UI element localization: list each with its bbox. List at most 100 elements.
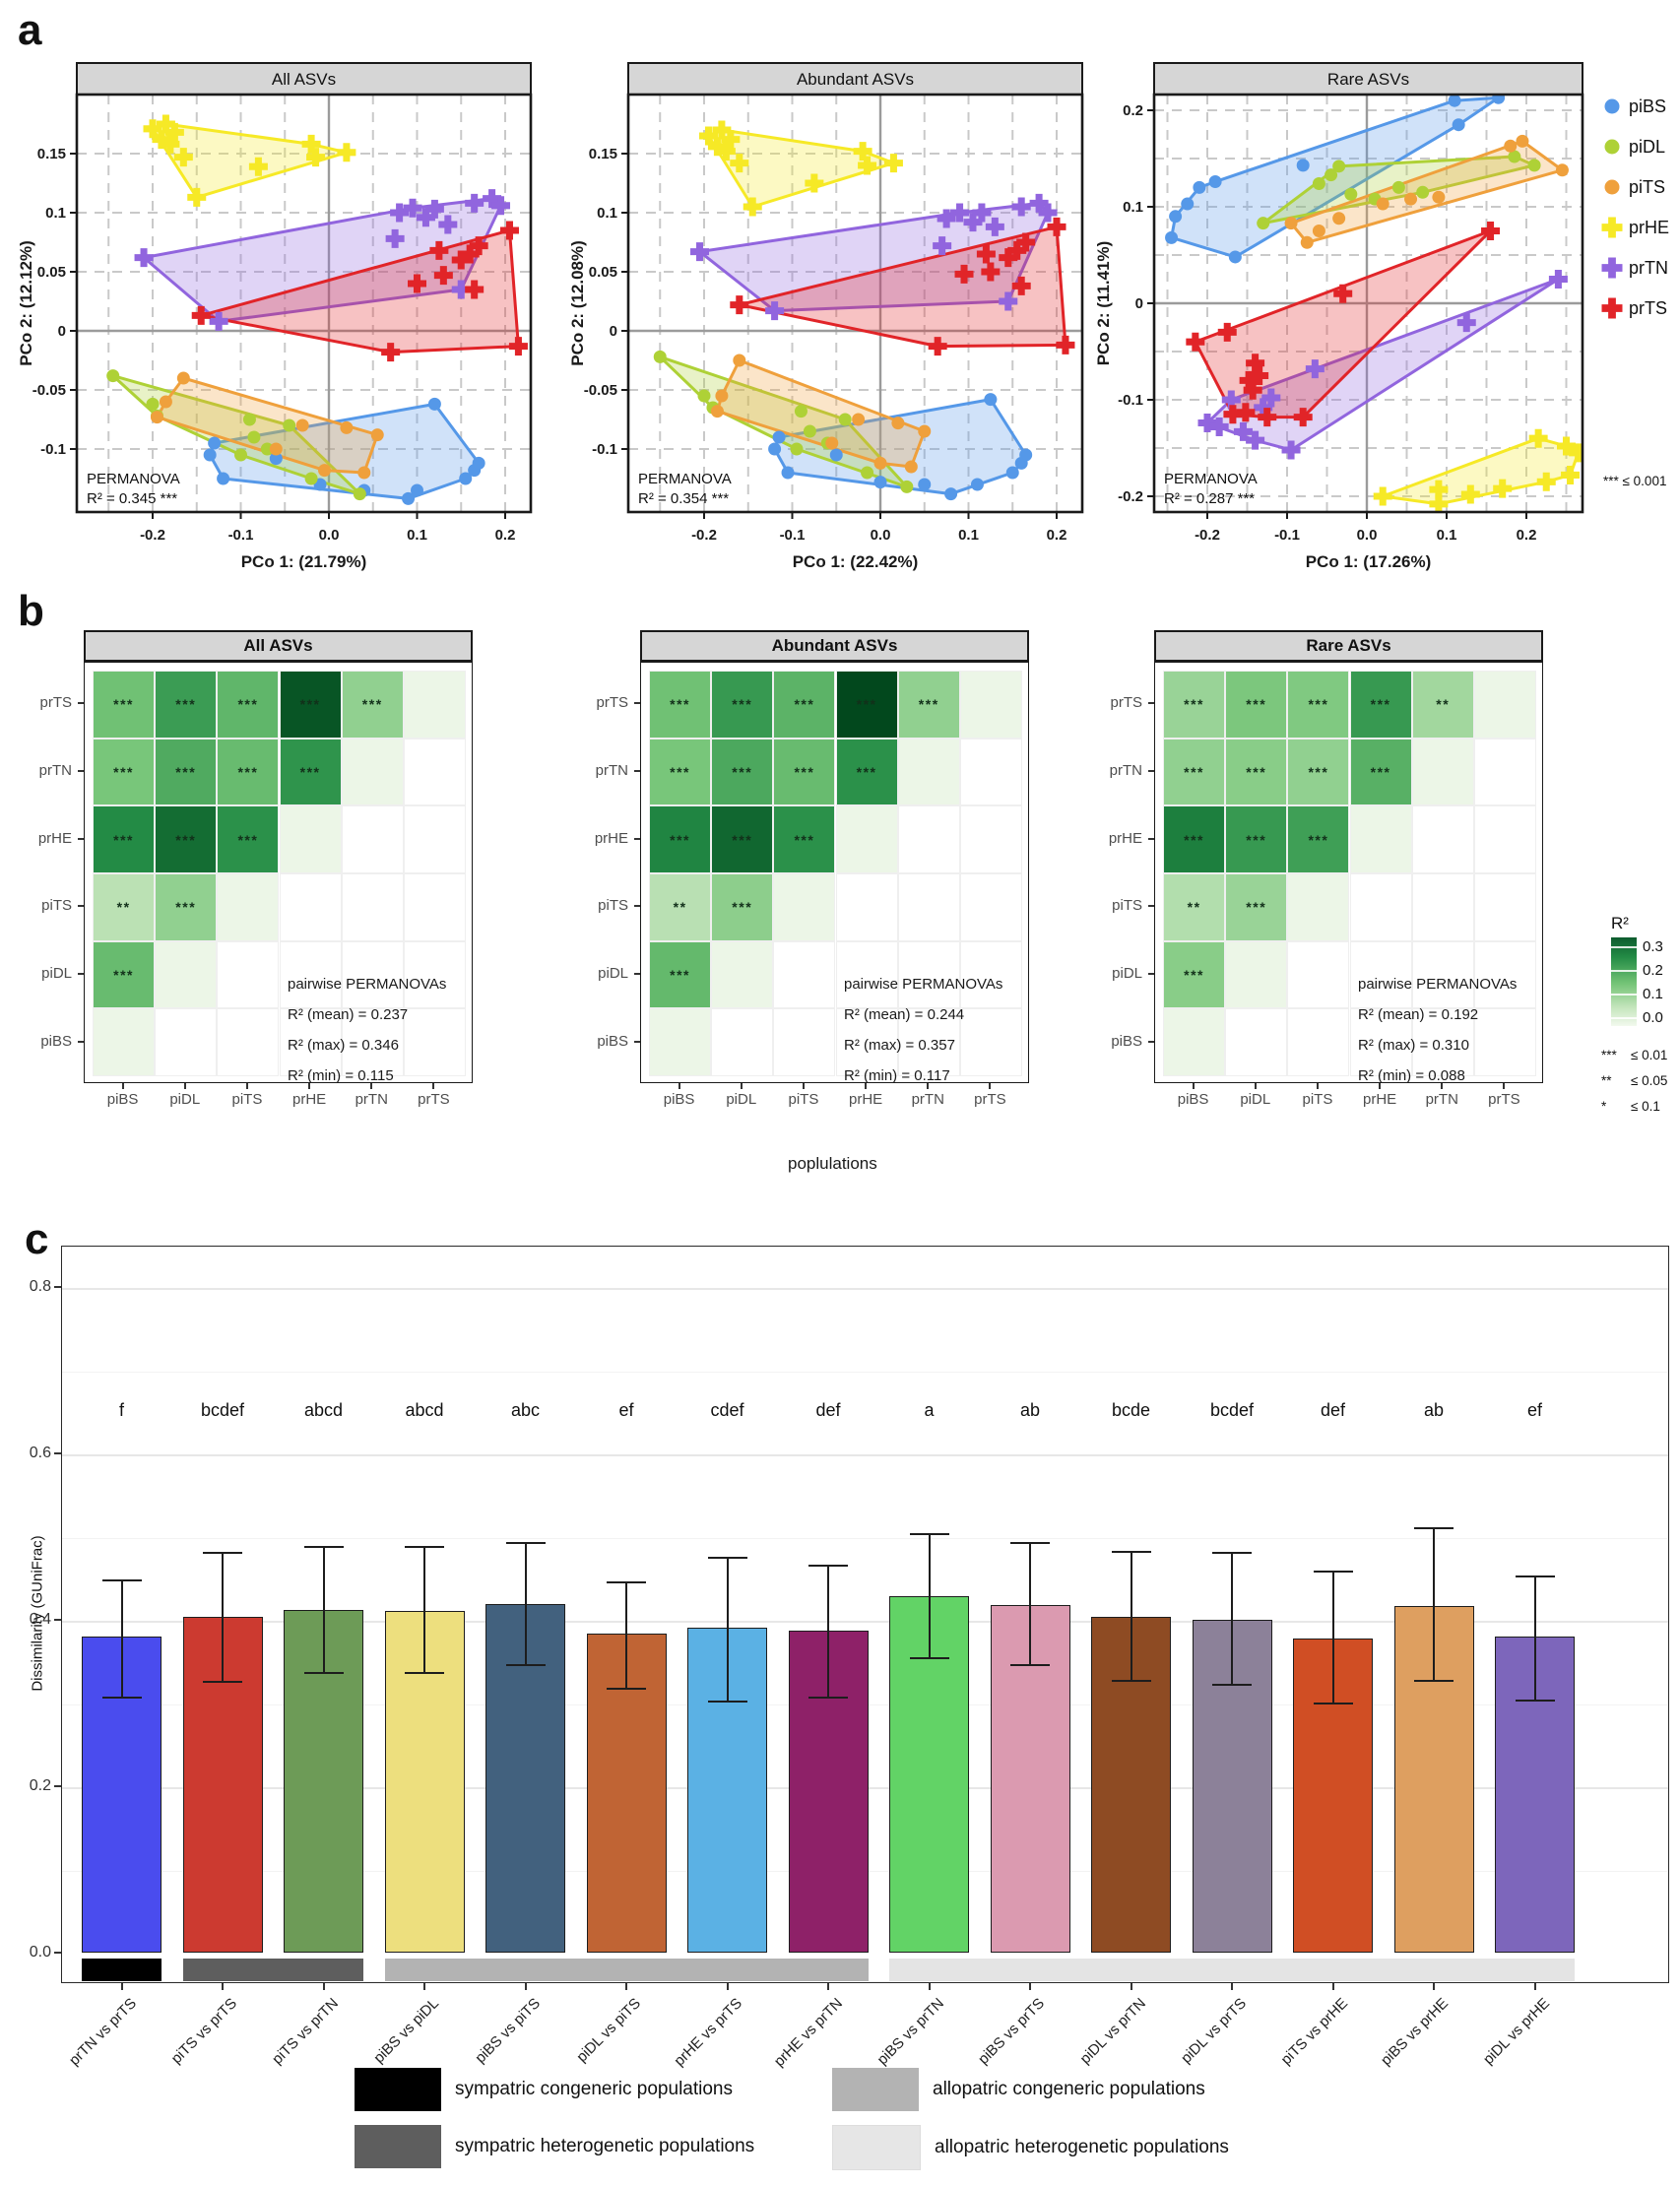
point-prTN	[933, 236, 952, 256]
heatmap-row-label: piBS	[597, 1032, 628, 1050]
point-prTS	[1258, 408, 1277, 427]
heatmap-col-tick	[1316, 1083, 1319, 1089]
point-piTS	[1432, 190, 1446, 204]
plot-title: All ASVs	[272, 70, 336, 89]
heatmap-col-label: piTS	[1302, 1091, 1333, 1108]
heatmap-grid-cell	[835, 873, 898, 941]
point-piDL	[1257, 217, 1270, 230]
x-tick-label: -0.1	[1274, 527, 1300, 544]
heatmap-grid-cell	[279, 805, 342, 873]
heatmap-cell-prHE-prHE	[836, 806, 897, 872]
error-bar-line	[827, 1566, 829, 1699]
point-prTN	[690, 242, 710, 262]
heatmap-grid-cell	[93, 873, 156, 941]
heatmap-grid-cell	[711, 738, 774, 806]
error-bar-cap-top	[1313, 1570, 1353, 1573]
stats-all: pairwise PERMANOVAs R² (mean) = 0.237 R²…	[288, 969, 446, 1091]
point-prTN	[1305, 359, 1325, 379]
heatmap-cell-piBS-piBS	[94, 1009, 155, 1075]
legend-swatch	[355, 2068, 441, 2111]
heatmap-grid-cell	[711, 940, 774, 1009]
point-piDL	[1391, 180, 1405, 194]
point-prTN	[385, 228, 405, 248]
heatmap-grid-cell	[711, 873, 774, 941]
heatmap-cell-prTN-piBS: ***	[94, 739, 155, 805]
point-prHE	[337, 143, 356, 162]
point-prTN	[390, 203, 410, 223]
piDL-legend-marker	[1604, 139, 1620, 155]
error-bar-line	[423, 1547, 425, 1674]
heatmap-grid-cell	[959, 940, 1022, 1009]
point-piBS	[1181, 197, 1195, 211]
heatmap-grid-cell	[155, 738, 218, 806]
heatmap-grid-cell	[649, 671, 712, 739]
point-prTS	[465, 280, 485, 299]
heatmap-row-tick	[78, 905, 84, 908]
point-prHE	[716, 142, 736, 161]
point-prTN	[1011, 197, 1031, 217]
sig-threshold-row: * ≤ 0.1	[1601, 1099, 1660, 1114]
heatmap-grid-cell	[1225, 873, 1288, 941]
point-piTS	[1376, 197, 1389, 211]
pcoa-plot-Abundant ASVs: Abundant ASVs -0.2 -0.1 0.0 0.1 0.2 0.15 0.1 0.0…	[568, 62, 1084, 571]
point-piBS	[427, 397, 441, 411]
legend-swatch	[832, 2068, 919, 2111]
heatmap-grid-cell	[217, 1008, 280, 1076]
point-prTS	[1217, 322, 1237, 342]
heatmap-grid-cell	[155, 940, 218, 1009]
heatmap-cell-prHE-piTS: ***	[774, 806, 835, 872]
heatmap-grid-cell	[1225, 940, 1288, 1009]
sig-letter: abc	[510, 1400, 541, 1420]
x-axis-title: PCo 1: (22.42%)	[793, 552, 919, 571]
heatmap-col-label: prTS	[418, 1091, 450, 1108]
point-piTS	[269, 442, 283, 456]
sig-threshold-row: ** ≤ 0.05	[1601, 1073, 1667, 1088]
point-piTS	[733, 354, 746, 367]
heatmap-cell-prTS-piTS: ***	[1288, 672, 1349, 738]
heatmap-row-tick	[1148, 973, 1154, 975]
point-piBS	[1452, 118, 1465, 132]
group-strip	[182, 1959, 363, 1981]
heatmap-row-label: piBS	[1111, 1032, 1142, 1050]
heatmap-grid-cell	[1349, 940, 1412, 1009]
heatmap-grid-cell	[1473, 738, 1536, 806]
heatmap-col-label: prTN	[911, 1091, 944, 1108]
heatmap-grid-cell	[1349, 738, 1412, 806]
sig-letter: cdef	[710, 1400, 744, 1420]
sig-letter: bcde	[1111, 1400, 1151, 1420]
point-prHE	[805, 173, 824, 193]
y-tick-label: -0.1	[592, 441, 617, 458]
point-piDL	[234, 448, 247, 462]
prTN-legend-marker	[1601, 257, 1623, 279]
stats-line: pairwise PERMANOVAs	[844, 976, 1003, 993]
heatmap-grid-cell	[711, 1008, 774, 1076]
heatmap-grid-cell	[959, 1008, 1022, 1076]
x-tick-label: 0.2	[1517, 527, 1537, 544]
r2-tick: 0.2	[1643, 962, 1663, 979]
point-prHE	[248, 157, 268, 176]
heatmap-grid-cell	[649, 805, 712, 873]
point-prHE	[721, 130, 741, 150]
prHE-legend-label: prHE	[1629, 218, 1669, 237]
heatmap-grid-cell	[897, 805, 960, 873]
heatmap-col-label: prTN	[1425, 1091, 1458, 1108]
point-prTN	[1038, 203, 1058, 223]
point-piDL	[304, 472, 318, 485]
point-piTS	[891, 417, 905, 430]
heatmap-cell-prHE-prHE	[1350, 806, 1411, 872]
heatmap-cell-prTS-piTS: ***	[218, 672, 279, 738]
heatmap-col-label: prTS	[1488, 1091, 1520, 1108]
heatmap-cell-piDL-piBS: ***	[94, 941, 155, 1008]
point-prTS	[1186, 332, 1205, 352]
y-axis-title: PCo 2: (12.08%)	[568, 240, 587, 366]
point-piBS	[402, 491, 416, 505]
point-piBS	[944, 487, 958, 501]
heatmap-row-tick	[634, 837, 640, 840]
point-prHE	[730, 154, 749, 173]
pcoa-panel: All ASVs -0.2 -0.1 0.0 0.1 0.2 0.15 0.1 0.05 0 -0.…	[17, 62, 1669, 571]
bar-y-tick	[54, 1452, 61, 1454]
heatmap-cell-prHE-piDL: ***	[156, 806, 217, 872]
error-bar-line	[1533, 1576, 1536, 1701]
heatmap-cell-prTS-piTS: ***	[774, 672, 835, 738]
heatmap-grid-cell	[1163, 805, 1226, 873]
